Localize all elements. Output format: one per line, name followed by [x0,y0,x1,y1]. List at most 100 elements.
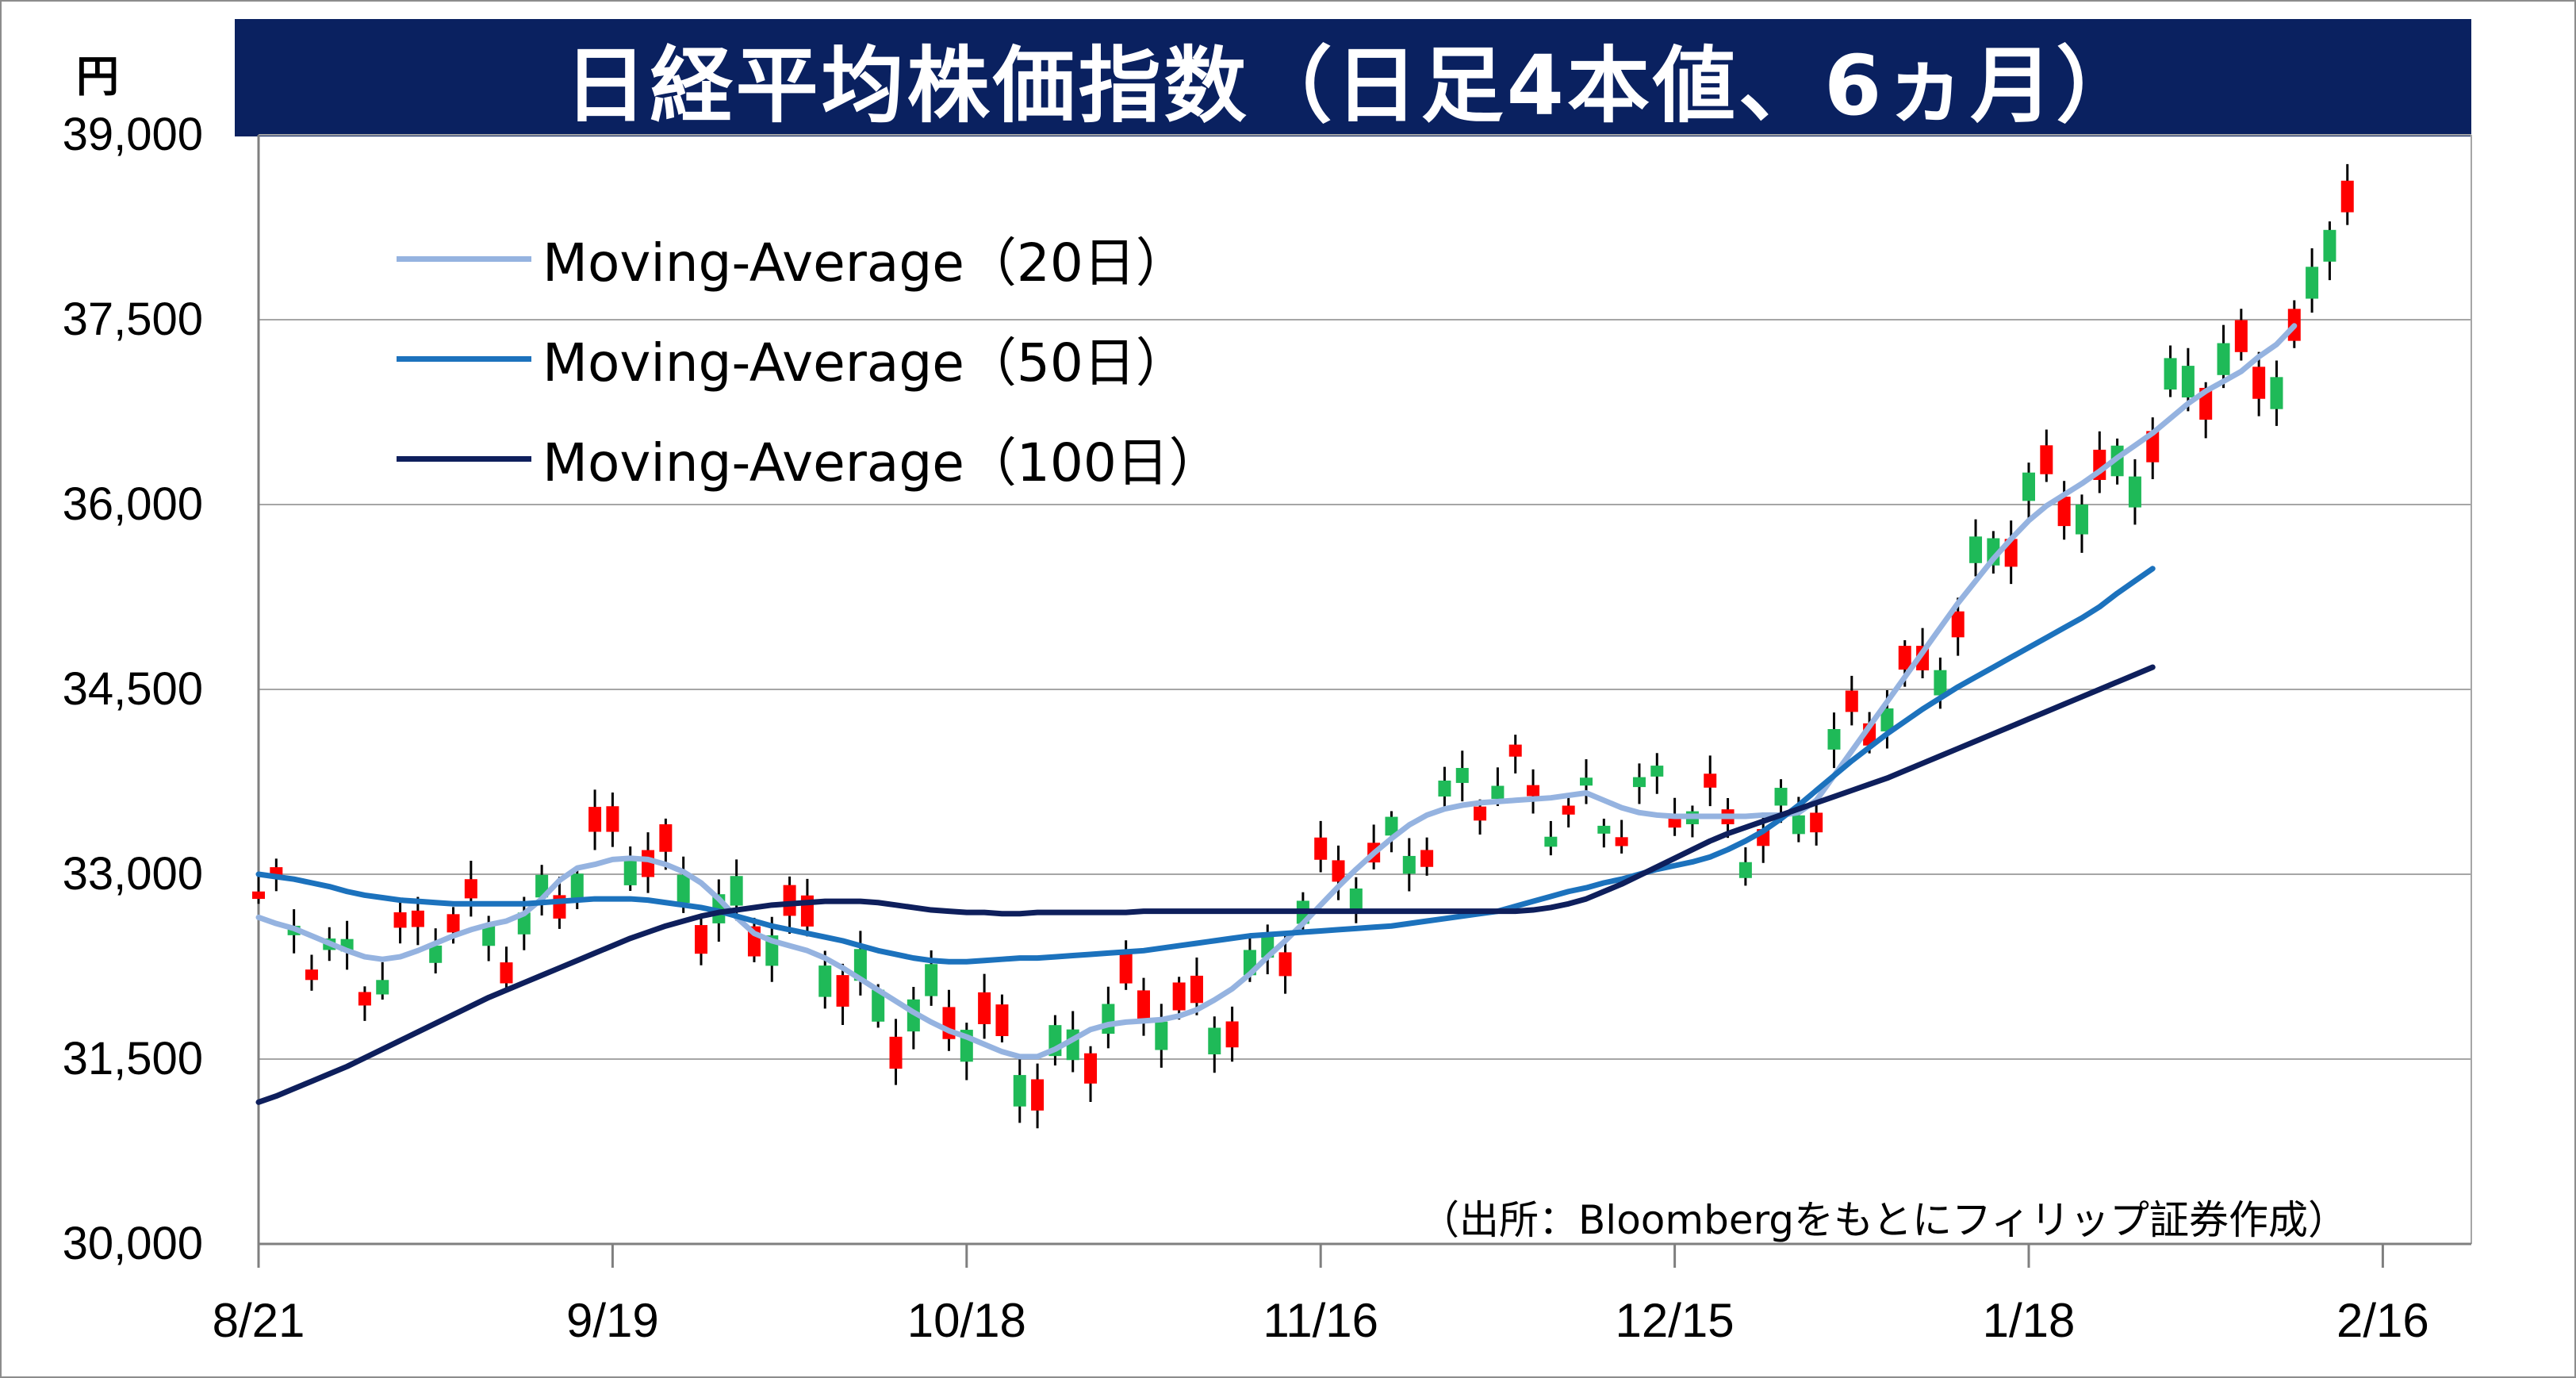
legend-swatch-ma50 [397,355,531,362]
y-tick-label: 36,000 [62,478,203,530]
candle-body [1225,1021,1239,1048]
candle-body [517,912,531,935]
legend-label-ma20: Moving-Average（20日） [542,232,1188,294]
candle-body [853,949,867,981]
candle-body [1845,690,1858,712]
candle-body [1774,788,1788,806]
candle-body [1580,777,1593,786]
legend-label-ma100: Moving-Average（100日） [542,432,1221,493]
x-tick-label: 10/18 [907,1294,1026,1347]
candle-body [1278,952,1292,977]
x-tick-label: 2/16 [2336,1294,2429,1347]
candle-body [872,989,885,1022]
candle-body [2270,377,2283,409]
legend-label-ma50: Moving-Average（50日） [542,332,1188,393]
candle-body [995,1004,1009,1037]
candle-body [1031,1079,1045,1111]
candle-body [1102,1004,1115,1034]
legend-item-ma20: Moving-Average（20日） [397,227,1188,294]
candle-body [677,874,690,904]
candle-body [1508,744,1522,757]
candle-body [1562,805,1575,815]
candle-body [376,980,389,995]
candle-body [1738,862,1752,878]
candle-body [2128,476,2141,508]
candle-body [1810,812,1823,833]
candle-body [2340,180,2354,213]
candle-body [2164,358,2177,390]
candle-body [2234,320,2248,352]
chart-title-bar: 日経平均株価指数（日足4本値、6ヵ月） [235,19,2471,136]
candle-body [1190,975,1203,1004]
candle-body [500,962,513,984]
ma-line-1 [255,566,2156,965]
candle-body [1314,837,1328,860]
candle-body [1349,888,1363,909]
candle-body [1827,729,1841,750]
candle-body [429,945,443,963]
candle-body [1402,855,1416,874]
candle-body [730,876,743,906]
candle-body [2040,445,2053,474]
candle-body [1172,982,1186,1011]
candle-body [1527,785,1540,796]
candle-body [1013,1075,1026,1107]
candle-body [2217,343,2230,375]
y-tick-label: 34,500 [62,663,203,715]
candle-body [1474,806,1487,821]
candle-body [1385,816,1398,836]
candle-body [695,925,707,954]
candle-body [358,992,371,1006]
candle-body [1615,837,1628,846]
x-tick-label: 1/18 [1982,1294,2076,1347]
candle-body [482,925,496,946]
candle-body [1969,536,1983,563]
chart-title: 日経平均株価指数（日足4本値、6ヵ月） [564,36,2142,134]
candle-body [393,912,407,928]
x-tick-label: 12/15 [1615,1294,1735,1347]
candle-body [1934,670,1947,696]
candle-body [588,807,602,832]
candle-body [925,964,938,996]
candle-body [2306,267,2319,299]
candle-body [889,1036,903,1069]
candle-body [2146,431,2160,463]
candle-body [1438,780,1451,797]
candle-body [1208,1027,1221,1055]
candle-body [2057,497,2071,527]
candle-body [978,992,991,1024]
legend-swatch-ma20 [397,255,531,262]
candle-body [570,873,584,898]
candle-body [305,969,318,981]
candle-body [2252,367,2266,399]
candle-body [783,885,796,916]
candle-body [1420,850,1434,867]
y-tick-label: 33,000 [62,848,203,900]
candle-body [1880,708,1894,731]
candle-body [659,824,673,852]
y-tick-label: 30,000 [62,1218,203,1269]
candle-body [411,910,424,927]
ma-line-0 [255,323,2298,1060]
candle-body [252,891,265,900]
candle-body [1544,836,1558,847]
candle-body [818,965,832,997]
candle-body [1704,773,1717,788]
candle-body [1155,1021,1168,1050]
candle-body [1632,777,1646,788]
candle-body [1137,990,1150,1019]
candle-body [464,879,477,899]
candle-body [1792,815,1805,835]
y-unit-label: 円 [76,52,119,102]
legend-item-ma50: Moving-Average（50日） [397,327,1188,393]
y-tick-label: 37,500 [62,294,203,345]
source-note: （出所：Bloombergをもとにフィリップ証券作成） [1420,1197,2348,1243]
legend-item-ma100: Moving-Average（100日） [397,427,1221,493]
candle-body [1455,768,1469,783]
candle-body [270,867,283,876]
candle-body [1119,954,1133,984]
candle-body [606,806,619,832]
x-tick-label: 11/16 [1263,1294,1379,1347]
candle-body [447,914,460,933]
ma-line-2 [255,664,2156,1105]
